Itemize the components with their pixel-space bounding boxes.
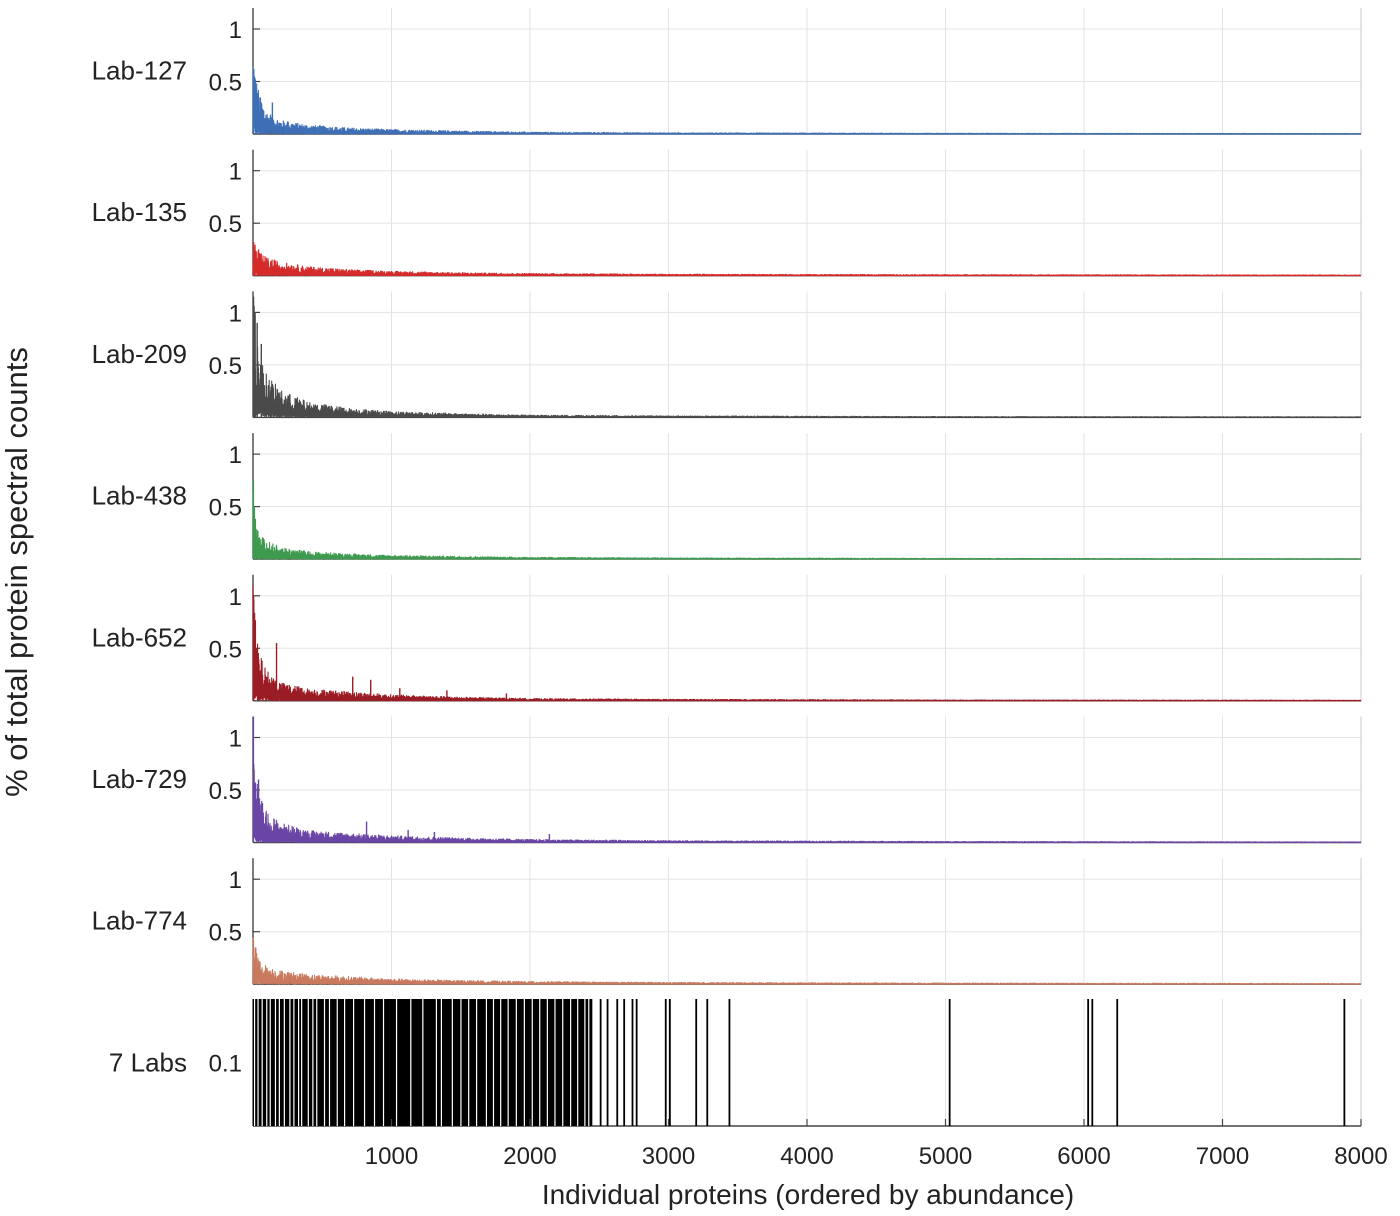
barcode-gap [278,999,280,1126]
barcode-gap [395,999,398,1126]
y-tick-label: 0.5 [209,920,242,947]
x-tick-label: 7000 [1196,1143,1249,1170]
barcode-gap [274,999,277,1126]
barcode-gap [562,999,564,1126]
barcode-gap [523,999,525,1126]
panels: 0.5 1 Lab-127 0.5 1 Lab-135 0.5 1 Lab-209 0.5 1 Lab… [92,8,1362,1127]
barcode-gap [336,999,338,1126]
series-line [252,66,1362,135]
y-tick-label: 0.5 [209,495,242,522]
barcode-label: 7 Labs [109,1048,187,1078]
barcode-gap [343,999,346,1126]
panel-lab-774: 0.5 1 Lab-774 [92,858,1362,985]
y-tick-label: 0.5 [209,778,242,805]
barcode-gap [283,999,285,1126]
series-label: Lab-135 [92,197,187,227]
series-label: Lab-438 [92,481,187,511]
y-tick-label: 1 [229,300,242,327]
x-tick-label: 8000 [1334,1143,1387,1170]
barcode-gap [460,999,462,1126]
y-tick-label: 0.5 [209,353,242,380]
x-tick-label: 5000 [919,1143,972,1170]
series-label: Lab-729 [92,764,187,794]
y-tick-label: 0.5 [209,636,242,663]
x-tick-label: 2000 [503,1143,556,1170]
barcode-gap [507,999,509,1126]
barcode-gap [422,999,424,1126]
x-tick-label: 3000 [642,1143,695,1170]
series-line [252,585,1362,702]
barcode-gap [293,999,295,1126]
x-tick-label: 1000 [365,1143,418,1170]
barcode-gap [500,999,502,1126]
barcode-gap [253,999,256,1126]
barcode-gap [266,999,268,1126]
series-line [252,763,1362,844]
barcode-gap [323,999,326,1126]
barcode-gap [554,999,556,1126]
barcode-gap [577,999,579,1126]
barcode-gap [588,999,590,1126]
barcode-gap [269,999,271,1126]
series-line [252,305,1362,418]
barcode-gap [257,999,259,1126]
barcode-gap [328,999,331,1126]
series-label: Lab-209 [92,339,187,369]
barcode-y-tick-label: 0.1 [209,1051,242,1078]
panel-7-labs: 7 Labs 0.1 [109,999,1362,1127]
barcode-gap [307,999,309,1126]
barcode-gap [363,999,366,1126]
series-line [252,244,1362,277]
barcode-gap [382,999,385,1126]
series-line [252,492,1362,560]
series-label: Lab-127 [92,56,187,86]
panel-lab-135: 0.5 1 Lab-135 [92,149,1362,277]
series-label: Lab-652 [92,622,187,652]
barcode-gap [492,999,495,1126]
y-tick-label: 1 [229,17,242,44]
barcode-gap [440,999,443,1126]
y-tick-label: 0.5 [209,211,242,238]
x-axis-ticks: 1000 2000 3000 4000 5000 6000 7000 8000 [365,1119,1388,1170]
barcode-gap [451,999,453,1126]
x-tick-label: 4000 [780,1143,833,1170]
barcode-gap [261,999,263,1126]
y-axis-title: % of total protein spectral counts [0,347,34,797]
barcode-gap [410,999,412,1126]
x-axis-title: Individual proteins (ordered by abundanc… [542,1179,1074,1210]
barcode-gap [316,999,318,1126]
barcode-gap [515,999,517,1126]
panel-lab-652: 0.5 1 Lab-652 [92,574,1362,702]
barcode-gap [468,999,470,1126]
series-line [252,937,1362,985]
barcode-gap [570,999,572,1126]
panel-lab-127: 0.5 1 Lab-127 [92,8,1362,135]
x-tick-label: 6000 [1057,1143,1110,1170]
panel-lab-729: 0.5 1 Lab-729 [92,716,1362,844]
barcode-gap [546,999,548,1126]
y-tick-label: 1 [229,584,242,611]
barcode-gap [289,999,291,1126]
panel-lab-209: 0.5 1 Lab-209 [92,291,1362,419]
barcode-gap [298,999,300,1126]
y-tick-label: 1 [229,159,242,186]
barcode-gap [531,999,533,1126]
y-tick-label: 0.5 [209,70,242,97]
barcode-gap [301,999,303,1126]
barcode-gap [539,999,541,1126]
series-label: Lab-774 [92,906,187,936]
barcode-gap [435,999,438,1126]
y-tick-label: 1 [229,442,242,469]
panel-lab-438: 0.5 1 Lab-438 [92,433,1362,560]
barcode-gap [475,999,478,1126]
barcode-gap [584,999,586,1126]
y-tick-label: 1 [229,867,242,894]
y-tick-label: 1 [229,726,242,753]
barcode-gap [485,999,488,1126]
barcode-gap [373,999,376,1126]
barcode-gap [312,999,314,1126]
barcode-gap [352,999,355,1126]
